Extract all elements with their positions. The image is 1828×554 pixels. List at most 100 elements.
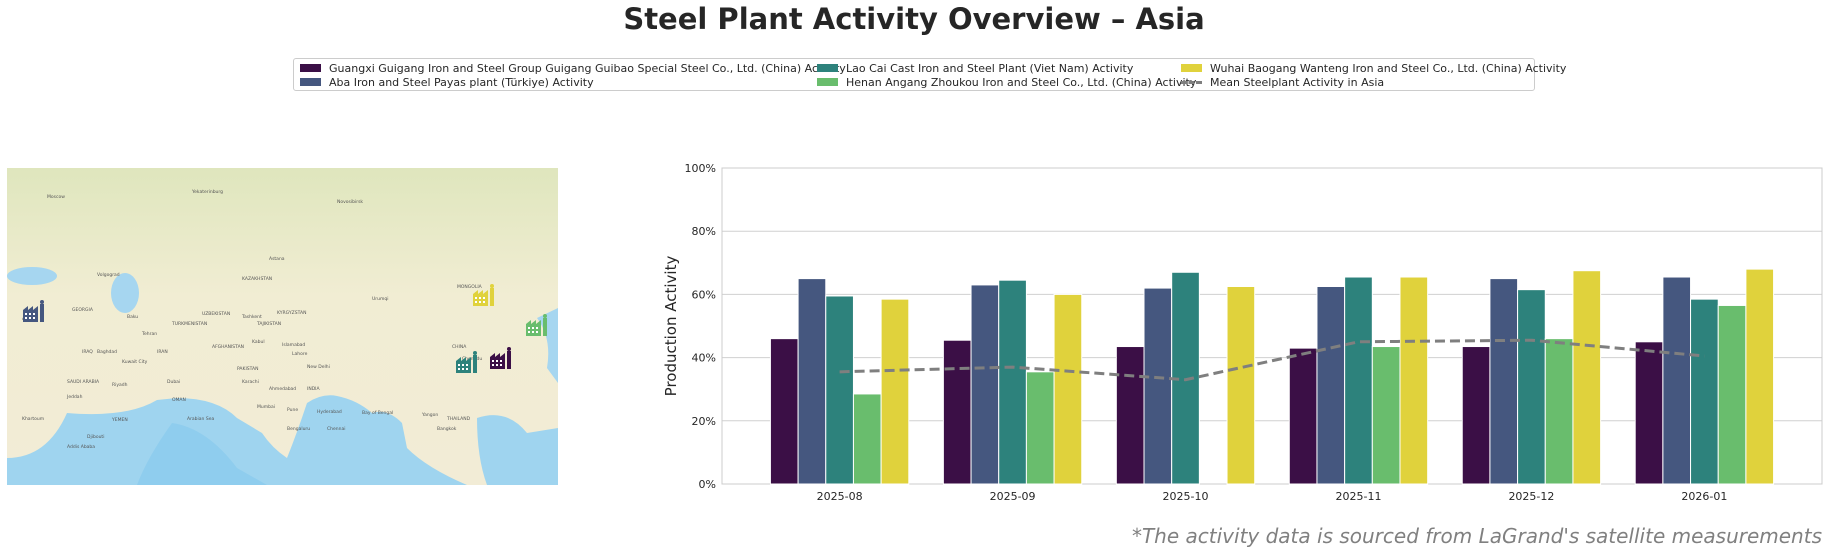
y-tick-label: 20% xyxy=(692,415,716,428)
map-label: Yekaterinburg xyxy=(191,189,223,195)
bar xyxy=(970,284,1000,485)
map-label: Volgograd xyxy=(97,272,120,278)
bar xyxy=(1745,268,1775,485)
factory-icon[interactable] xyxy=(473,284,494,306)
bar xyxy=(998,279,1027,485)
bar xyxy=(852,393,882,485)
plot-frame xyxy=(721,167,1823,485)
map-label: Urumqi xyxy=(372,296,389,302)
bar xyxy=(1572,270,1602,485)
map-label: OMAN xyxy=(172,397,186,403)
map-label: Novosibirsk xyxy=(337,199,363,205)
map-label: Mumbai xyxy=(257,404,275,410)
footnote: *The activity data is sourced from LaGra… xyxy=(1131,524,1822,548)
legend-swatch xyxy=(817,78,838,86)
bar xyxy=(1461,346,1491,485)
y-tick-label: 100% xyxy=(685,162,716,175)
map-label: New Delhi xyxy=(307,364,330,370)
map-label: Bay of Bengal xyxy=(362,410,393,416)
map-label: UZBEKISTAN xyxy=(202,311,230,317)
map-label: Moscow xyxy=(47,194,65,200)
bar xyxy=(1717,304,1747,485)
map-label: INDIA xyxy=(307,386,320,392)
factory-icon[interactable] xyxy=(456,351,477,373)
legend-swatch xyxy=(300,64,321,72)
legend-item: Henan Angang Zhoukou Iron and Steel Co.,… xyxy=(817,75,1196,89)
map-label: Tehran xyxy=(141,331,157,337)
factory-icon[interactable] xyxy=(490,347,511,369)
legend-swatch xyxy=(817,64,838,72)
map-label: Baghdad xyxy=(97,349,117,355)
bar xyxy=(1690,298,1719,485)
legend-label: Lao Cai Cast Iron and Steel Plant (Viet … xyxy=(846,61,1134,75)
bar xyxy=(769,338,799,485)
map: Moscow Yekaterinburg Novosibirsk Astana KAZA… xyxy=(7,168,558,485)
map-label: Hyderabad xyxy=(317,409,342,415)
y-axis-label: Production Activity xyxy=(662,256,680,397)
map-label: Bangkok xyxy=(437,426,457,432)
map-label: Lahore xyxy=(292,351,308,357)
map-label: AFGHANISTAN xyxy=(212,344,244,350)
map-label: IRAN xyxy=(157,349,168,355)
y-tick-label: 0% xyxy=(699,478,716,491)
map-label: SAUDI ARABIA xyxy=(67,379,100,385)
map-label: Addis Ababa xyxy=(67,444,95,450)
map-label: TAJIKISTAN xyxy=(256,321,281,327)
map-label: KAZAKHSTAN xyxy=(242,276,272,282)
x-tick-label: 2025-09 xyxy=(990,490,1036,503)
bar xyxy=(1143,287,1173,485)
x-tick-label: 2026-01 xyxy=(1681,490,1727,503)
bar xyxy=(1662,276,1692,485)
map-label: Islamabad xyxy=(282,342,305,348)
legend-label: Henan Angang Zhoukou Iron and Steel Co.,… xyxy=(846,75,1197,89)
y-tick-label: 60% xyxy=(692,288,716,301)
map-label: Chennai xyxy=(327,426,345,432)
chart-title: Steel Plant Activity Overview – Asia xyxy=(623,2,1205,36)
legend-item: Guangxi Guigang Iron and Steel Group Gui… xyxy=(300,61,846,75)
map-label: GEORGIA xyxy=(72,307,94,313)
map-label: Yangon xyxy=(421,412,438,418)
legend-item: Wuhai Baogang Wanteng Iron and Steel Co.… xyxy=(1181,61,1566,75)
legend-dashed-line xyxy=(1181,80,1202,84)
bar xyxy=(1371,346,1401,485)
legend-item: Mean Steelplant Activity in Asia xyxy=(1181,75,1384,89)
legend-label: Guangxi Guigang Iron and Steel Group Gui… xyxy=(329,61,846,75)
map-label: Chengdu xyxy=(462,356,482,362)
y-tick-label: 40% xyxy=(692,352,716,365)
legend-label: Aba Iron and Steel Payas plant (Türkiye)… xyxy=(329,75,594,89)
bar xyxy=(825,295,854,485)
map-label: Bengaluru xyxy=(287,426,310,432)
bar xyxy=(1115,346,1145,485)
map-label: Dubai xyxy=(167,379,180,385)
map-label: MONGOLIA xyxy=(457,284,483,290)
bar xyxy=(1288,347,1318,485)
map-label: Jeddah xyxy=(66,394,83,400)
bar xyxy=(1634,341,1664,485)
bar xyxy=(1399,276,1429,485)
bar xyxy=(1053,293,1083,485)
legend: Guangxi Guigang Iron and Steel Group Gui… xyxy=(293,58,1566,91)
map-label: TURKMENISTAN xyxy=(171,321,207,327)
map-label: Karachi xyxy=(242,379,259,385)
map-label: Pune xyxy=(287,407,298,413)
map-label: IRAQ xyxy=(82,349,93,355)
map-label: PAKISTAN xyxy=(237,366,258,372)
bar xyxy=(1544,338,1574,485)
map-label: Ahmedabad xyxy=(269,386,296,392)
mean-line xyxy=(839,338,1705,382)
legend-label: Wuhai Baogang Wanteng Iron and Steel Co.… xyxy=(1210,61,1567,75)
bar xyxy=(797,278,827,485)
x-tick-label: 2025-12 xyxy=(1508,490,1554,503)
bar xyxy=(1344,276,1373,485)
x-tick-label: 2025-10 xyxy=(1163,490,1209,503)
factory-icon[interactable] xyxy=(23,300,44,322)
map-indian-ocean xyxy=(7,395,467,485)
legend-label: Mean Steelplant Activity in Asia xyxy=(1210,75,1385,89)
factory-icon[interactable] xyxy=(526,314,547,336)
bar xyxy=(1025,371,1055,485)
map-label: Arabian Sea xyxy=(187,416,214,422)
map-label: YEMEN xyxy=(111,417,128,423)
map-label: Djibouti xyxy=(87,434,104,440)
bar xyxy=(1489,278,1519,485)
bar xyxy=(1226,286,1256,485)
